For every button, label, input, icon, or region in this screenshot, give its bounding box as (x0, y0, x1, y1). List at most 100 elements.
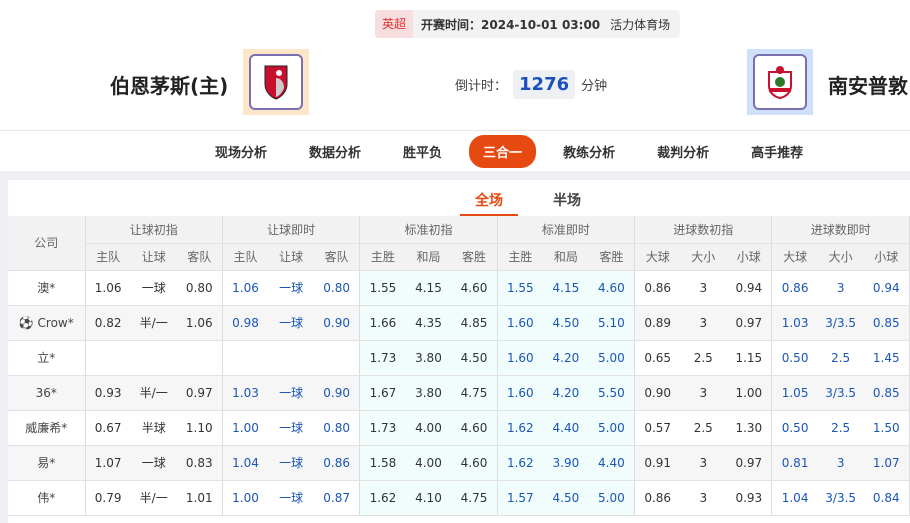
odds-cell (130, 340, 177, 376)
odds-cell: 1.00 (222, 410, 269, 446)
odds-cell: 1.55 (359, 270, 406, 306)
odds-cell: 1.62 (497, 445, 543, 481)
odds-cell: 3/3.5 (817, 375, 864, 411)
odds-cell: 3 (817, 270, 864, 306)
odds-cell: 1.04 (222, 445, 269, 481)
odds-cell: 0.98 (222, 305, 269, 341)
odds-cell (268, 340, 314, 376)
nav-referee-analysis[interactable]: 裁判分析 (657, 145, 710, 161)
odds-cell: 0.57 (634, 410, 681, 446)
sub-header: 小球 (726, 243, 773, 271)
odds-cell: 0.97 (726, 445, 773, 481)
nav-expert-picks[interactable]: 高手推荐 (751, 145, 804, 161)
company-name: 澳* (37, 281, 56, 295)
odds-cell: 1.00 (726, 375, 773, 411)
odds-cell: 3.80 (405, 340, 452, 376)
odds-cell: 0.91 (634, 445, 681, 481)
odds-cell: 4.60 (451, 270, 498, 306)
odds-cell: 0.94 (863, 270, 910, 306)
league-badge[interactable]: 英超 (375, 10, 414, 38)
tab-half-time[interactable]: 半场 (553, 193, 581, 209)
odds-cell: 1.04 (771, 480, 818, 516)
odds-cell: 0.79 (85, 480, 131, 516)
odds-cell: 3 (817, 445, 864, 481)
odds-cell: 1.45 (863, 340, 910, 376)
odds-cell: 0.90 (634, 375, 681, 411)
odds-cell: 3.80 (405, 375, 452, 411)
table-row[interactable]: 威廉希* 0.67 半球 1.10 1.00 一球 0.80 1.73 4.00 4.60 1.62… (8, 410, 910, 446)
odds-cell: 3 (680, 375, 727, 411)
odds-cell: 3/3.5 (817, 305, 864, 341)
sub-header: 小球 (863, 243, 910, 271)
table-row[interactable]: 易* 1.07 一球 0.83 1.04 一球 0.86 1.58 4.00 4.60 1.62 3.… (8, 445, 910, 481)
bournemouth-crest-icon (264, 65, 288, 100)
odds-table: 公司 让球初指 让球即时 标准初指 标准即时 进球数初指 进球数即时 主队 让球 客队 主队 让球 客队… (8, 216, 910, 516)
sub-header: 客胜 (588, 243, 636, 271)
odds-cell: 4.75 (451, 375, 498, 411)
odds-cell: 一球 (268, 445, 314, 481)
odds-cell: 2.5 (680, 340, 727, 376)
nav-live-analysis[interactable]: 现场分析 (215, 145, 268, 161)
odds-cell: 0.93 (85, 375, 131, 411)
company-name: 伟* (37, 491, 56, 505)
company-cell[interactable]: 澳* (8, 270, 86, 306)
home-team-name[interactable]: 伯恩茅斯(主) (110, 74, 229, 98)
tab-full-time[interactable]: 全场 (460, 190, 518, 216)
away-team-logo[interactable] (747, 49, 813, 115)
period-tabs: 全场 半场 (460, 190, 596, 216)
odds-cell: 5.10 (588, 305, 636, 341)
odds-cell: 0.50 (771, 410, 818, 446)
company-name: Crow* (37, 315, 74, 330)
odds-cell: 4.20 (542, 375, 589, 411)
company-cell[interactable]: 立* (8, 340, 86, 376)
odds-cell: 4.15 (405, 270, 452, 306)
odds-cell: 2.5 (817, 410, 864, 446)
nav-coach-analysis[interactable]: 教练分析 (563, 145, 616, 161)
nav-three-in-one[interactable]: 三合一 (469, 134, 537, 168)
odds-cell: 2.5 (680, 410, 727, 446)
odds-cell: 0.80 (176, 270, 223, 306)
odds-cell (222, 340, 269, 376)
odds-cell: 一球 (268, 410, 314, 446)
nav-data-analysis[interactable]: 数据分析 (309, 145, 362, 161)
southampton-crest-icon (768, 66, 792, 100)
odds-cell: 1.58 (359, 445, 406, 481)
company-cell[interactable]: 36* (8, 375, 86, 411)
odds-cell (176, 340, 223, 376)
odds-cell: 4.00 (405, 410, 452, 446)
odds-cell: 一球 (130, 270, 177, 306)
odds-cell: 0.80 (313, 410, 361, 446)
odds-cell: 1.50 (863, 410, 910, 446)
odds-cell: 5.00 (588, 340, 636, 376)
table-row[interactable]: 澳* 1.06 一球 0.80 1.06 一球 0.80 1.55 4.15 4.60 1.55 4.… (8, 270, 910, 306)
odds-cell: 1.66 (359, 305, 406, 341)
odds-cell: 3 (680, 480, 727, 516)
company-name: 易* (37, 456, 56, 470)
odds-cell: 1.15 (726, 340, 773, 376)
odds-cell: 0.89 (634, 305, 681, 341)
group-header: 让球即时 (222, 216, 361, 244)
odds-cell: 0.86 (634, 480, 681, 516)
home-team-logo[interactable] (243, 49, 309, 115)
odds-cell: 4.60 (451, 410, 498, 446)
odds-cell: 0.85 (863, 375, 910, 411)
sub-header: 和局 (542, 243, 589, 271)
table-row[interactable]: 伟* 0.79 半/一 1.01 1.00 一球 0.87 1.62 4.10 4.75 1.57 4… (8, 480, 910, 516)
odds-cell: 5.00 (588, 480, 636, 516)
odds-cell: 3/3.5 (817, 480, 864, 516)
nav-win-draw-loss[interactable]: 胜平负 (403, 145, 443, 161)
table-row[interactable]: 36* 0.93 半/一 0.97 1.03 一球 0.90 1.67 3.80 4.75 1.60… (8, 375, 910, 411)
away-team-name[interactable]: 南安普敦 (828, 74, 908, 98)
company-cell[interactable]: 伟* (8, 480, 86, 516)
sub-header: 和局 (405, 243, 452, 271)
sub-header: 大小 (817, 243, 864, 271)
table-row[interactable]: 立* 1.73 3.80 4.50 1.60 4.20 5.00 0.65 2.5 1.15 0.5… (8, 340, 910, 376)
company-cell[interactable]: ⚽ Crow* (8, 305, 86, 341)
company-cell[interactable]: 易* (8, 445, 86, 481)
odds-cell: 1.73 (359, 410, 406, 446)
sub-header: 主胜 (497, 243, 543, 271)
odds-cell: 0.97 (726, 305, 773, 341)
table-row[interactable]: ⚽ Crow* 0.82 半/一 1.06 0.98 一球 0.90 1.66 4.35 4.85… (8, 305, 910, 341)
company-cell[interactable]: 威廉希* (8, 410, 86, 446)
odds-cell: 0.93 (726, 480, 773, 516)
